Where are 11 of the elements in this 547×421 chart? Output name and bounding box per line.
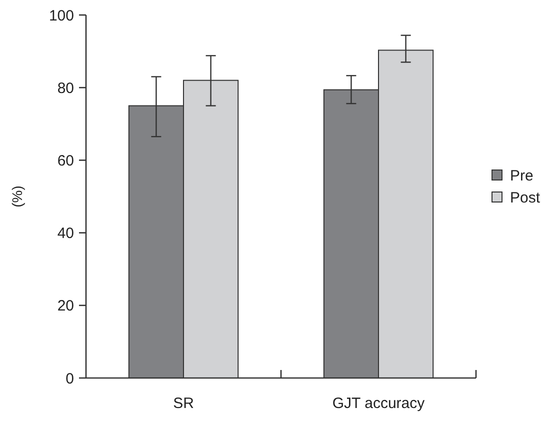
- x-tick-label: SR: [173, 395, 194, 412]
- y-axis-title: (%): [9, 186, 25, 208]
- y-tick-label: 40: [57, 225, 74, 242]
- x-tick-label: GJT accuracy: [332, 395, 426, 412]
- y-tick-label: 20: [57, 298, 74, 315]
- legend-label: Post: [510, 189, 541, 206]
- legend-label: Pre: [510, 167, 534, 184]
- y-tick-label: 100: [48, 7, 74, 24]
- y-tick-label: 0: [66, 370, 74, 388]
- y-tick-label: 60: [57, 152, 74, 170]
- y-tick-label: 80: [57, 80, 74, 97]
